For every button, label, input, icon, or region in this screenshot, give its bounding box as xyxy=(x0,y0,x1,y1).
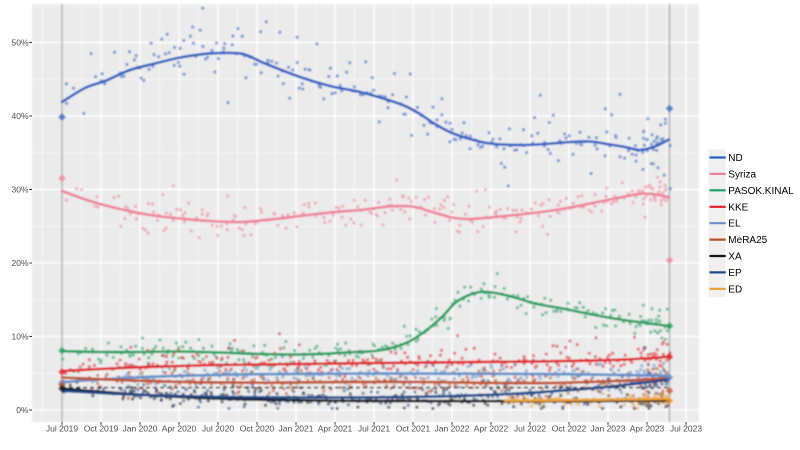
svg-text:Jan 2021: Jan 2021 xyxy=(279,424,314,434)
svg-text:EL: EL xyxy=(728,219,741,230)
svg-text:Jan 2023: Jan 2023 xyxy=(591,424,626,434)
svg-text:Oct 2022: Oct 2022 xyxy=(552,424,587,434)
svg-text:Jul 2023: Jul 2023 xyxy=(670,424,702,434)
svg-text:PASOK.KINAL: PASOK.KINAL xyxy=(728,186,794,197)
svg-text:Apr 2021: Apr 2021 xyxy=(318,424,353,434)
svg-text:Oct 2019: Oct 2019 xyxy=(84,424,119,434)
svg-text:Jul 2019: Jul 2019 xyxy=(46,424,78,434)
svg-text:40%: 40% xyxy=(11,111,28,121)
svg-text:0%: 0% xyxy=(16,405,29,415)
svg-text:Apr 2023: Apr 2023 xyxy=(630,424,665,434)
svg-text:Oct 2020: Oct 2020 xyxy=(240,424,275,434)
svg-text:EP: EP xyxy=(728,268,742,279)
svg-text:Oct 2021: Oct 2021 xyxy=(396,424,431,434)
svg-text:ED: ED xyxy=(728,284,742,295)
svg-text:10%: 10% xyxy=(11,332,28,342)
svg-text:Apr 2022: Apr 2022 xyxy=(474,424,509,434)
svg-text:XA: XA xyxy=(728,252,742,263)
svg-text:MeRA25: MeRA25 xyxy=(728,235,767,246)
svg-text:30%: 30% xyxy=(11,185,28,195)
svg-text:Jan 2020: Jan 2020 xyxy=(123,424,158,434)
svg-text:Jan 2022: Jan 2022 xyxy=(435,424,470,434)
svg-text:KKE: KKE xyxy=(728,202,748,213)
svg-text:20%: 20% xyxy=(11,258,28,268)
svg-text:Jul 2022: Jul 2022 xyxy=(514,424,546,434)
svg-text:ND: ND xyxy=(728,153,742,164)
svg-text:Syriza: Syriza xyxy=(728,169,756,180)
svg-text:Apr 2020: Apr 2020 xyxy=(162,424,197,434)
svg-text:Jul 2020: Jul 2020 xyxy=(202,424,234,434)
svg-text:50%: 50% xyxy=(11,38,28,48)
svg-text:Jul 2021: Jul 2021 xyxy=(358,424,390,434)
